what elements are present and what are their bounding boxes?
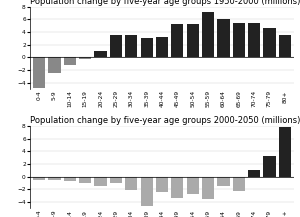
Bar [33,177,45,180]
Bar [125,177,137,190]
Bar [248,170,260,177]
Bar [110,35,122,57]
Bar [140,177,153,206]
Bar [187,177,199,194]
Bar [187,24,199,57]
Bar [171,24,184,57]
Bar [156,37,168,57]
Bar [156,177,168,192]
Bar [217,18,230,57]
Text: Population change by five-year age groups 1950-2000 (millions): Population change by five-year age group… [30,0,300,6]
Bar [171,177,184,197]
Bar [279,127,291,177]
Bar [48,57,61,73]
Bar [48,177,61,180]
Bar [64,177,76,181]
Bar [279,35,291,57]
Bar [79,57,92,59]
Bar [217,177,230,186]
Bar [263,156,276,177]
Bar [110,177,122,183]
Bar [248,23,260,57]
Bar [140,38,153,57]
Bar [202,12,214,57]
Bar [232,23,245,57]
Bar [79,177,92,183]
Bar [94,177,107,186]
Bar [263,28,276,57]
Bar [125,35,137,57]
Text: Population change by five-year age groups 2000-2050 (millions): Population change by five-year age group… [30,116,300,125]
Bar [33,57,45,88]
Bar [94,51,107,57]
Bar [202,177,214,199]
Bar [232,177,245,191]
Bar [64,57,76,65]
